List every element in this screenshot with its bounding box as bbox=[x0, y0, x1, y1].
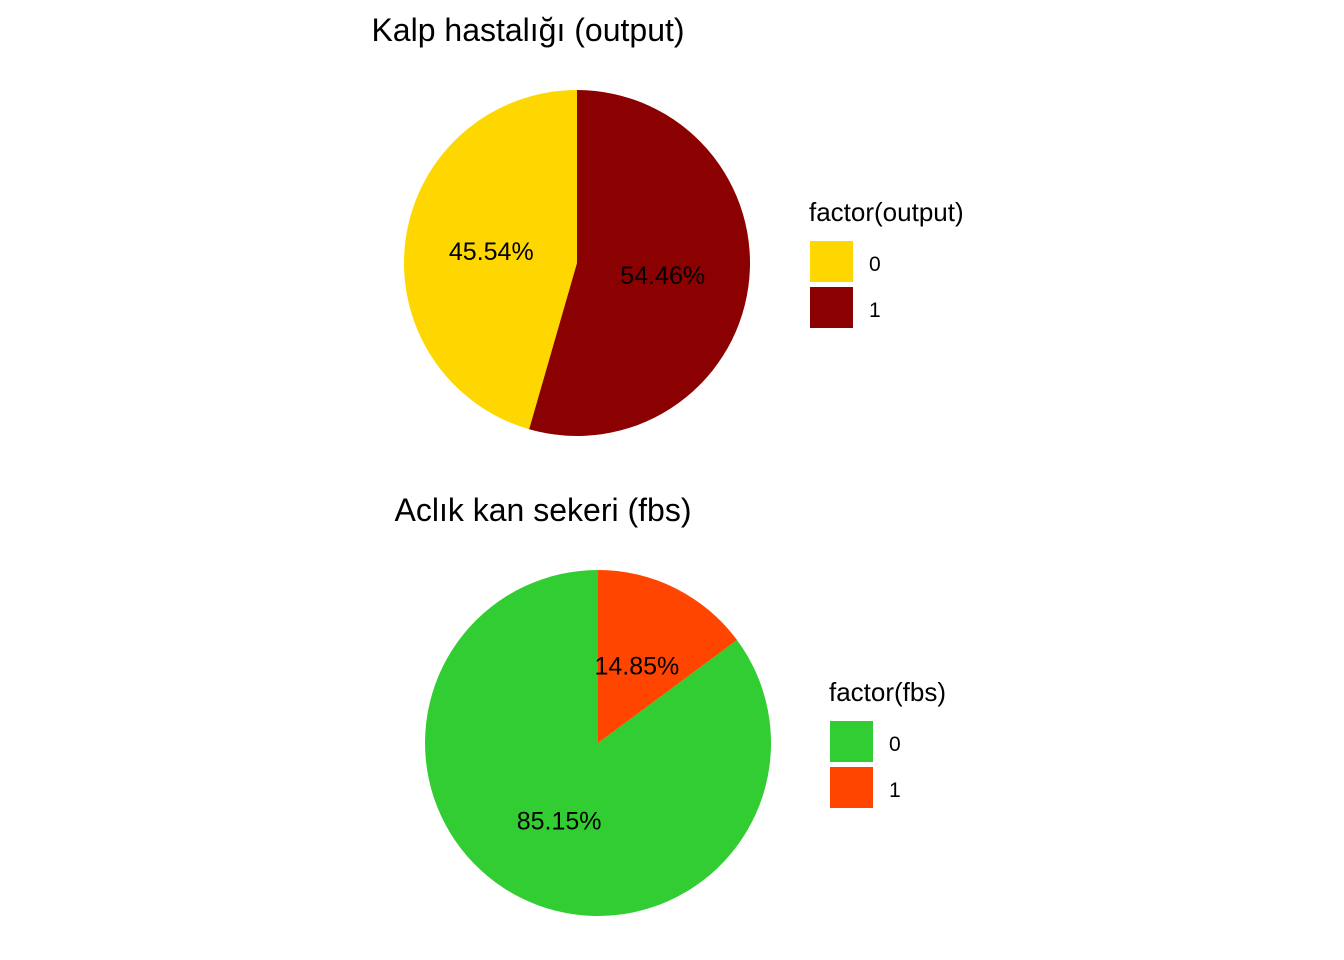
slice-label-fbs-1: 14.85% bbox=[595, 653, 680, 681]
legend-label-output-0: 0 bbox=[869, 253, 881, 276]
legend-fbs: factor(fbs) 0 1 bbox=[829, 677, 946, 808]
legend-label-fbs-0: 0 bbox=[889, 733, 901, 756]
chart-title-fbs: Aclık kan sekeri (fbs) bbox=[395, 492, 692, 528]
legend-key-output-0 bbox=[810, 241, 853, 282]
slice-label-output-1: 54.46% bbox=[620, 262, 705, 290]
slice-label-output-0: 45.54% bbox=[449, 238, 534, 266]
legend-title-output: factor(output) bbox=[809, 197, 964, 227]
slice-label-fbs-0: 85.15% bbox=[517, 807, 602, 835]
legend-key-fbs-1 bbox=[830, 767, 873, 808]
pie-chart-output: Kalp hastalığı (output) 45.54% 54.46% fa… bbox=[371, 12, 964, 436]
chart-title-output: Kalp hastalığı (output) bbox=[371, 12, 684, 48]
pie-slice-fbs-0 bbox=[425, 570, 772, 916]
pie-slice-fbs-1 bbox=[598, 570, 737, 743]
legend-label-output-1: 1 bbox=[869, 299, 881, 322]
pie-slice-output-0 bbox=[404, 90, 577, 430]
legend-key-fbs-0 bbox=[830, 721, 873, 762]
legend-key-output-1 bbox=[810, 287, 853, 328]
pie-chart-fbs: Aclık kan sekeri (fbs) 85.15% 14.85% fac… bbox=[395, 492, 946, 916]
legend-title-fbs: factor(fbs) bbox=[829, 677, 946, 707]
legend-output: factor(output) 0 1 bbox=[809, 197, 964, 328]
pie-slice-output-1 bbox=[529, 90, 751, 436]
legend-label-fbs-1: 1 bbox=[889, 779, 901, 802]
